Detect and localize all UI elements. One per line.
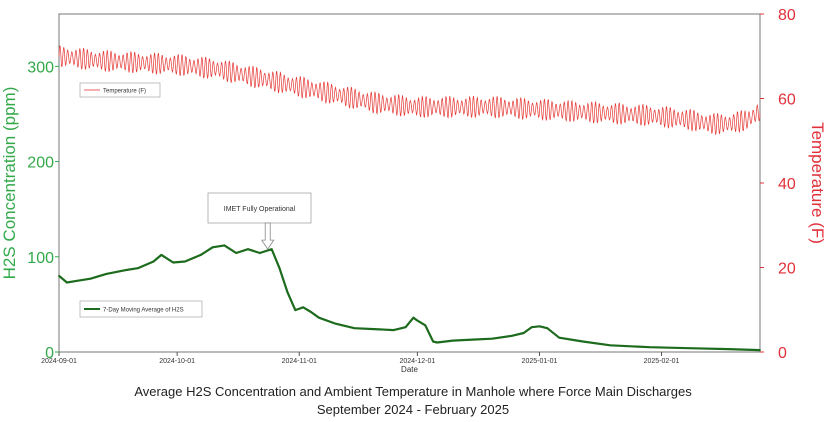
h2s-point bbox=[688, 347, 691, 350]
h2s-point bbox=[125, 269, 127, 272]
h2s-point bbox=[648, 346, 651, 349]
h2s-point bbox=[77, 279, 80, 282]
chart-subtitle: September 2024 - February 2025 bbox=[316, 402, 510, 417]
h2s-point bbox=[211, 246, 214, 249]
annotation-box bbox=[207, 192, 312, 224]
y-right-tick-label: 40 bbox=[778, 176, 796, 193]
y-right-tick-label: 60 bbox=[778, 92, 796, 109]
h2s-point bbox=[353, 327, 356, 330]
h2s-point bbox=[235, 252, 238, 254]
h2s-point bbox=[546, 327, 549, 330]
h2s-point bbox=[436, 341, 438, 344]
h2s-point bbox=[310, 311, 312, 313]
x-tick-label: 2024-09-01 bbox=[41, 358, 77, 365]
h2s-point bbox=[270, 248, 273, 251]
y-left-tick-label: 200 bbox=[27, 155, 54, 172]
y-right-tick-label: 0 bbox=[778, 345, 787, 362]
temperature-legend-box bbox=[79, 82, 161, 98]
h2s-point bbox=[294, 309, 297, 312]
h2s-point bbox=[184, 260, 186, 263]
y-left-tick-label: 0 bbox=[45, 345, 54, 362]
h2s-point bbox=[392, 329, 395, 332]
x-axis-label: Date bbox=[401, 365, 418, 374]
annotation-label: IMET Fully Operational bbox=[224, 206, 296, 213]
h2s-point bbox=[538, 325, 541, 328]
h2s-point bbox=[412, 316, 415, 319]
h2s-point bbox=[333, 322, 336, 325]
y-right-tick-label: 20 bbox=[778, 261, 796, 278]
x-tick-label: 2024-11-01 bbox=[282, 358, 317, 365]
h2s-point bbox=[451, 339, 454, 342]
h2s-point bbox=[89, 277, 92, 280]
h2s-point bbox=[258, 252, 261, 254]
h2s-point bbox=[404, 326, 407, 329]
h2s-point bbox=[416, 319, 419, 322]
annotation-arrow bbox=[260, 222, 275, 250]
h2s-point bbox=[160, 253, 163, 256]
h2s-point bbox=[318, 316, 320, 319]
y-left-tick-label: 100 bbox=[27, 250, 54, 267]
h2s-point bbox=[286, 291, 289, 293]
h2s-point bbox=[302, 306, 305, 309]
y-left-axis-label: H2S Concentration (ppm) bbox=[0, 87, 19, 280]
h2s-point bbox=[65, 281, 68, 284]
x-tick-label: 2025-01-01 bbox=[522, 358, 558, 365]
h2s-point bbox=[136, 267, 139, 270]
h2s-point bbox=[199, 253, 202, 256]
h2s-point bbox=[491, 337, 494, 340]
x-tick-label: 2024-12-01 bbox=[399, 358, 435, 365]
h2s-point bbox=[223, 244, 226, 247]
temperature-series-line bbox=[58, 45, 761, 135]
h2s-point bbox=[278, 267, 281, 270]
y-right-axis-label: Temperature (F) bbox=[808, 122, 826, 244]
h2s-point bbox=[581, 340, 584, 343]
h2s-legend-box bbox=[79, 300, 203, 318]
h2s-point bbox=[58, 274, 60, 277]
x-tick-label: 2024-10-01 bbox=[159, 358, 195, 365]
h2s-point bbox=[172, 261, 175, 264]
h2s-point bbox=[510, 334, 513, 337]
chart-figure: 2024-09-01 2024-10-01 2024-11-01 2024-12-01… bbox=[0, 7, 826, 374]
chart-title: Average H2S Concentration and Ambient Te… bbox=[134, 384, 692, 399]
h2s-point bbox=[759, 349, 761, 351]
y-left-tick-label: 300 bbox=[27, 59, 54, 76]
h2s-point bbox=[424, 324, 427, 327]
h2s-point bbox=[432, 340, 435, 343]
h2s-point bbox=[522, 332, 525, 334]
h2s-point bbox=[373, 328, 375, 331]
x-tick-label: 2025-02-01 bbox=[644, 358, 680, 365]
h2s-legend-label: 7-Day Moving Average of H2S bbox=[103, 308, 184, 314]
y-right-tick-label: 80 bbox=[778, 7, 796, 24]
h2s-point bbox=[152, 260, 155, 263]
h2s-point bbox=[105, 273, 108, 275]
h2s-point bbox=[530, 326, 533, 329]
h2s-point bbox=[471, 338, 474, 341]
h2s-series-line bbox=[58, 244, 761, 352]
temperature-legend-label: Temperature (F) bbox=[103, 89, 146, 95]
h2s-point bbox=[609, 344, 612, 347]
h2s-point bbox=[727, 348, 730, 351]
h2s-point bbox=[247, 248, 249, 251]
h2s-point bbox=[558, 336, 561, 339]
